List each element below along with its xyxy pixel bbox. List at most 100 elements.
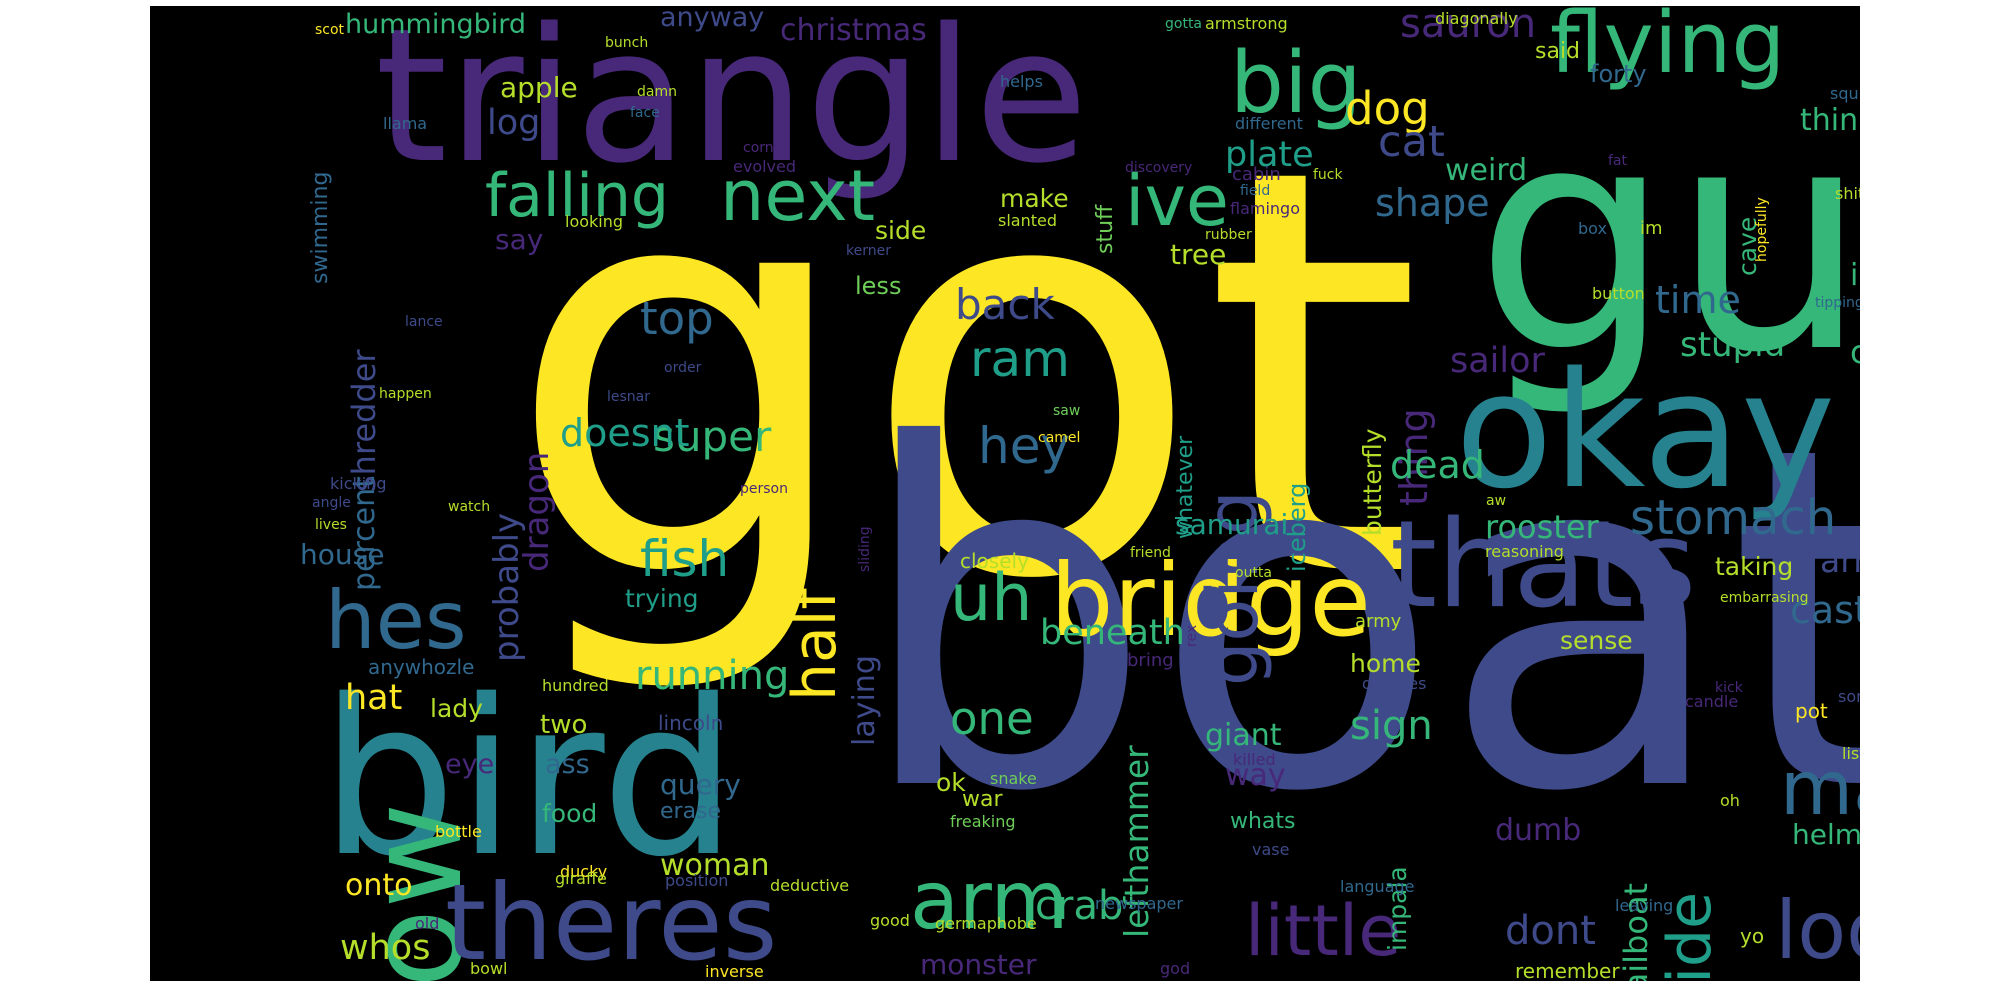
cloud-word: snake [990, 769, 1037, 788]
cloud-word: ok [936, 768, 966, 797]
cloud-word: arrow [1820, 541, 1860, 580]
cloud-word: stupid [1680, 325, 1786, 365]
cloud-word: freaking [950, 812, 1016, 831]
cloud-word: kerner [846, 243, 891, 259]
cloud-word: lesnar [607, 389, 651, 405]
cloud-word: cabin [1232, 164, 1281, 185]
cloud-word: hes [325, 574, 467, 667]
cloud-word: kick [1715, 680, 1743, 696]
cloud-word: top [640, 292, 714, 345]
cloud-word: guy [1475, 60, 1860, 421]
cloud-word: dumb [1495, 813, 1582, 848]
cloud-word: less [855, 272, 902, 300]
cloud-word: dont [1505, 908, 1596, 954]
cloud-word: shredder [345, 349, 383, 492]
cloud-word: looking [565, 212, 624, 231]
cloud-word: dragon [517, 451, 557, 572]
cloud-word: inverse [705, 962, 764, 981]
cloud-word: sign [1350, 703, 1433, 749]
cloud-word: leaving [1615, 896, 1674, 915]
cloud-word: okay [1455, 337, 1836, 524]
cloud-word: camel [1038, 430, 1081, 446]
cloud-word: helmet [1792, 818, 1860, 851]
cloud-word: got [505, 50, 1423, 702]
cloud-word: degrees [1362, 674, 1427, 693]
cloud-word: boat [855, 347, 1860, 894]
cloud-word: different [1235, 114, 1303, 133]
cloud-word: bring [1127, 650, 1174, 671]
cloud-word: good [870, 911, 910, 930]
cloud-word: iron [1850, 258, 1860, 293]
cloud-word: slanted [998, 211, 1057, 230]
cloud-word: friend [1130, 545, 1171, 561]
cloud-word: onto [345, 868, 413, 903]
cloud-word: fish [640, 530, 730, 588]
cloud-word: fat [1608, 153, 1627, 169]
cloud-word: running [635, 653, 790, 699]
cloud-word: castle [1790, 588, 1860, 632]
cloud-word: language [1340, 877, 1415, 896]
cloud-word: face [630, 105, 660, 121]
cloud-word: rubber [1205, 227, 1252, 243]
cloud-word: hat [345, 678, 403, 718]
cloud-word: eye [445, 749, 495, 780]
cloud-word: happen [379, 386, 432, 402]
cloud-word: scot [315, 22, 345, 38]
cloud-word: box [1578, 219, 1607, 238]
cloud-word: thats [1390, 496, 1697, 635]
cloud-word: saw [1053, 403, 1081, 419]
cloud-word: little [1245, 890, 1402, 972]
cloud-word: tree [1170, 238, 1227, 271]
cloud-word: sauron [1400, 6, 1537, 47]
cloud-word: super [653, 412, 772, 461]
cloud-word: back [955, 280, 1055, 329]
cloud-word: god [1160, 959, 1191, 978]
cloud-word: flamingo [1230, 199, 1300, 218]
cloud-word: deductive [770, 876, 850, 895]
cloud-word: army [1355, 611, 1402, 632]
cloud-word: apple [500, 71, 578, 104]
cloud-word: closely [960, 549, 1029, 573]
cloud-word: watch [448, 499, 491, 515]
cloud-word: query [660, 768, 741, 801]
cloud-word: swimming [308, 171, 333, 284]
cloud-word: sense [1560, 626, 1633, 655]
cloud-word: damn [637, 84, 677, 100]
cloud-word: butterfly [1358, 428, 1387, 536]
cloud-word: ram [970, 330, 1070, 388]
cloud-word: newspaper [1095, 894, 1183, 913]
cloud-word: hey [978, 417, 1071, 475]
cloud-word: dog [1345, 82, 1430, 135]
cloud-word: anyway [660, 6, 765, 33]
cloud-word: christmas [780, 13, 927, 48]
cloud-word: home [1350, 649, 1421, 678]
cloud-word: side [875, 216, 927, 245]
cloud-word: hopefully [1754, 197, 1770, 262]
cloud-word: lincoln [658, 711, 724, 735]
cloud-word: weird [1445, 153, 1528, 188]
cloud-word: stomach [1630, 490, 1837, 546]
cloud-word: said [1535, 39, 1581, 64]
cloud-word: lives [315, 517, 347, 533]
cloud-word: whats [1230, 809, 1296, 834]
cloud-word: flying [1550, 6, 1786, 93]
cloud-word: aw [1486, 493, 1507, 509]
cloud-word: squirrel [1830, 84, 1860, 103]
cloud-word: killed [1233, 750, 1276, 769]
cloud-word: button [1592, 284, 1645, 303]
cloud-word: diagonally [1435, 9, 1518, 28]
cloud-word: food [542, 799, 598, 828]
cloud-word: outta [1235, 565, 1272, 581]
cloud-word: man [1780, 744, 1860, 832]
cloud-word: sliding [857, 526, 873, 572]
cloud-word: germaphobe [935, 914, 1037, 933]
cloud-word: sailor [1450, 341, 1545, 381]
cloud-word: crow [1850, 333, 1860, 371]
cloud-word: shape [1375, 181, 1490, 225]
cloud-word: field [1240, 183, 1271, 199]
cloud-word: im [1640, 218, 1663, 239]
cloud-word: lance [405, 314, 443, 330]
cloud-word: falling [485, 161, 670, 231]
cloud-word: log [487, 103, 541, 143]
cloud-word: hundred [542, 676, 609, 695]
